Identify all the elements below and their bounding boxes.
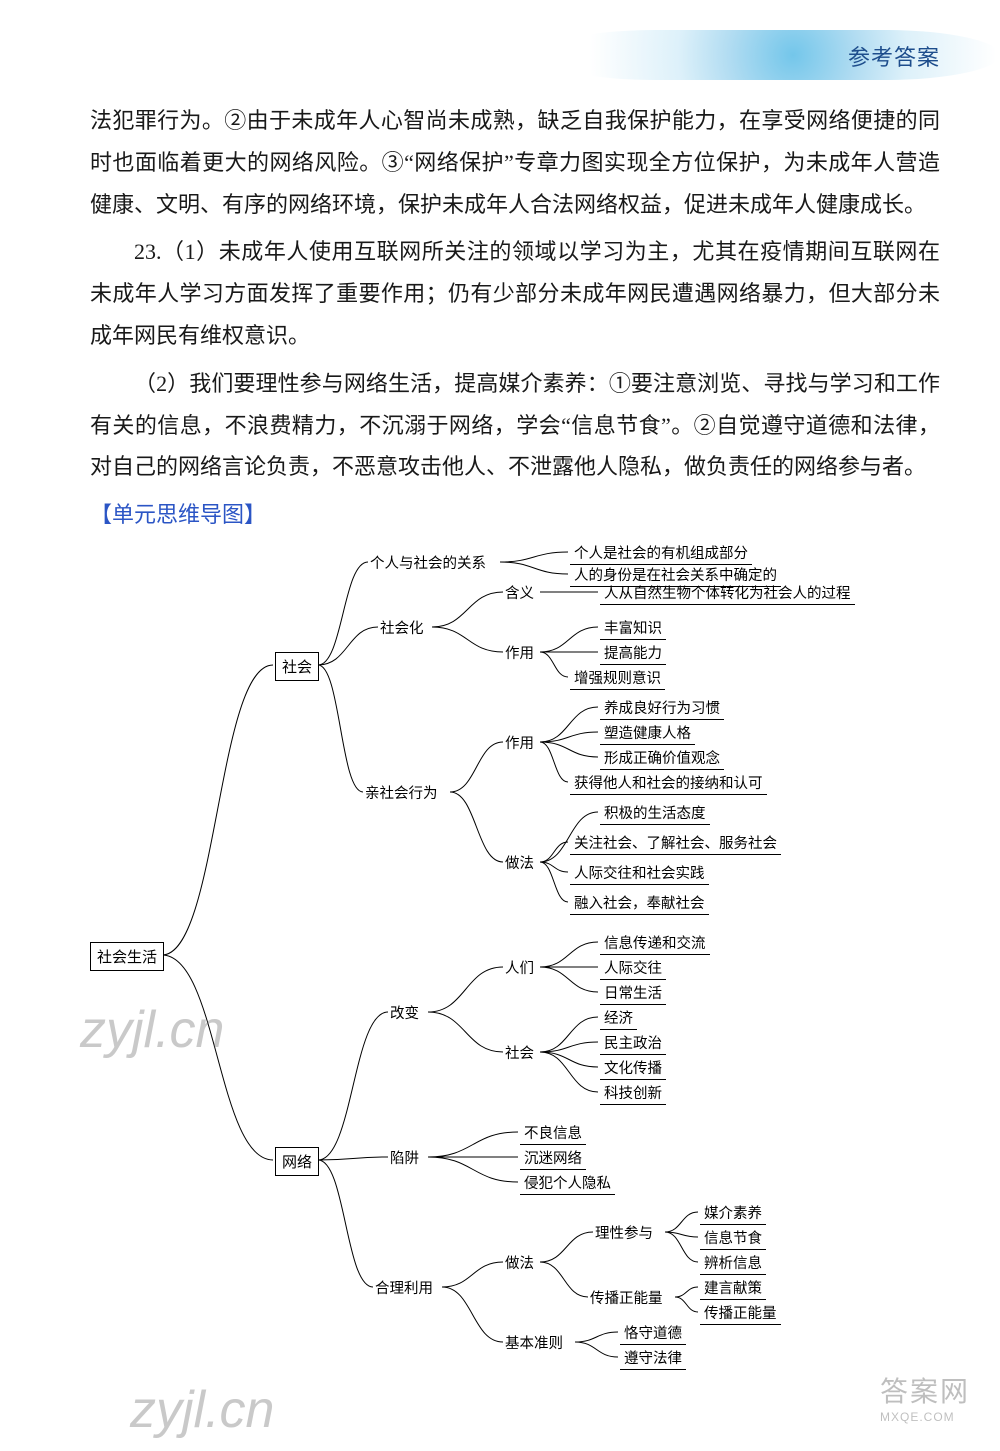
mindmap-leaf-28: 传播正能量 [700,1302,781,1325]
mindmap-mid-8: 人们 [505,957,534,978]
mindmap-node-soc: 社会 [275,652,319,681]
mindmap-mid-15: 基本准则 [505,1332,563,1353]
section-label-mindmap: 【单元思维导图】 [90,494,940,536]
mindmap-mid-4: 亲社会行为 [365,782,438,803]
mindmap-mid-10: 陷阱 [390,1147,419,1168]
page-root: 参考答案 法犯罪行为。②由于未成年人心智尚未成熟，缺乏自我保护能力，在享受网络便… [0,0,1000,1432]
mindmap-leaf-29: 恪守道德 [620,1322,686,1345]
mindmap-leaf-19: 文化传播 [600,1057,666,1080]
mindmap-mid-12: 做法 [505,1252,534,1273]
mindmap-leaf-23: 侵犯个人隐私 [520,1172,615,1195]
mindmap-leaf-18: 民主政治 [600,1032,666,1055]
mindmap-leaf-24: 媒介素养 [700,1202,766,1225]
mindmap-leaf-9: 获得他人和社会的接纳和认可 [570,772,767,795]
mindmap-leaf-22: 沉迷网络 [520,1147,586,1170]
mindmap-mid-0: 个人与社会的关系 [370,552,486,573]
mindmap-mid-11: 合理利用 [375,1277,433,1298]
mindmap-leaf-11: 关注社会、了解社会、服务社会 [570,832,781,855]
mindmap-leaf-30: 遵守法律 [620,1347,686,1370]
mindmap-leaf-16: 日常生活 [600,982,666,1005]
footer-brand-text: 答案网 [880,1376,970,1407]
mindmap-mid-13: 理性参与 [595,1222,653,1243]
mindmap-leaf-25: 信息节食 [700,1227,766,1250]
mindmap-mid-9: 社会 [505,1042,534,1063]
mindmap-leaf-3: 丰富知识 [600,617,666,640]
mindmap-leaf-8: 形成正确价值观念 [600,747,724,770]
mindmap-leaf-15: 人际交往 [600,957,666,980]
mindmap-leaf-26: 辨析信息 [700,1252,766,1275]
paragraph-22-continuation: 法犯罪行为。②由于未成年人心智尚未成熟，缺乏自我保护能力，在享受网络便捷的同时也… [90,100,940,225]
paragraph-23-1: 23.（1）未成年人使用互联网所关注的领域以学习为主，尤其在疫情期间互联网在未成… [90,231,940,356]
mindmap-leaf-14: 信息传递和交流 [600,932,710,955]
footer-brand: 答案网 MXQE.COM [880,1370,970,1424]
mindmap-leaf-5: 增强规则意识 [570,667,665,690]
page-header: 参考答案 [90,30,940,90]
mindmap-mid-14: 传播正能量 [590,1287,663,1308]
bracket-close: 】 [244,502,266,527]
mindmap-mid-2: 含义 [505,582,534,603]
mindmap-leaf-4: 提高能力 [600,642,666,665]
bracket-open: 【 [90,502,112,527]
mindmap-mid-3: 作用 [505,642,534,663]
mindmap-mid-5: 作用 [505,732,534,753]
mindmap-leaf-2: 人从自然生物个体转化为社会人的过程 [600,582,855,605]
mindmap-leaf-0: 个人是社会的有机组成部分 [570,542,752,565]
mindmap-leaf-20: 科技创新 [600,1082,666,1105]
mindmap-mid-7: 改变 [390,1002,419,1023]
mindmap-node-net: 网络 [275,1147,319,1176]
mindmap-diagram: 社会生活社会网络个人与社会的关系社会化含义作用亲社会行为作用做法改变人们社会陷阱… [90,542,940,1372]
mindmap-mid-6: 做法 [505,852,534,873]
section-label-text: 单元思维导图 [112,502,244,527]
mindmap-leaf-27: 建言献策 [700,1277,766,1300]
paragraph-23-2: （2）我们要理性参与网络生活，提高媒介素养：①要注意浏览、寻找与学习和工作有关的… [90,363,940,488]
mindmap-leaf-13: 融入社会，奉献社会 [570,892,709,915]
mindmap-leaf-6: 养成良好行为习惯 [600,697,724,720]
mindmap-leaf-17: 经济 [600,1007,637,1030]
mindmap-root: 社会生活 [90,942,164,971]
header-title: 参考答案 [848,40,940,72]
footer-sub: MXQE.COM [880,1410,970,1424]
mindmap-leaf-10: 积极的生活态度 [600,802,710,825]
mindmap-mid-1: 社会化 [380,617,424,638]
mindmap-leaf-7: 塑造健康人格 [600,722,695,745]
mindmap-leaf-12: 人际交往和社会实践 [570,862,709,885]
mindmap-leaf-21: 不良信息 [520,1122,586,1145]
